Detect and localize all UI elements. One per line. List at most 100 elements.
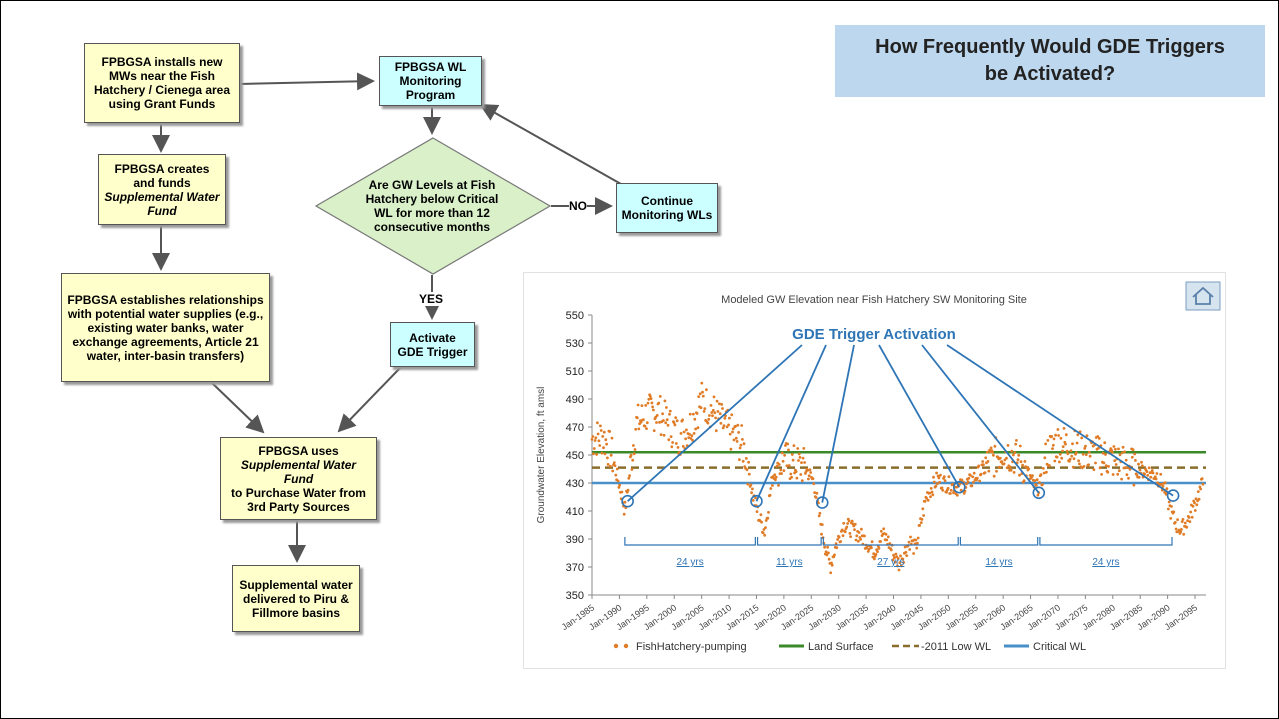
- data-point: [826, 545, 829, 549]
- data-point: [618, 483, 621, 487]
- data-point: [812, 482, 816, 486]
- data-point: [925, 497, 928, 500]
- data-point: [738, 446, 742, 450]
- data-point: [850, 519, 854, 523]
- data-point: [674, 416, 678, 419]
- data-point: [833, 553, 836, 557]
- data-point: [669, 435, 673, 438]
- data-point: [670, 445, 674, 449]
- annotation-pointer: [755, 344, 827, 502]
- data-point: [747, 460, 750, 464]
- y-tick-label: 510: [566, 366, 584, 378]
- data-point: [1015, 439, 1018, 442]
- data-point: [801, 456, 805, 460]
- data-point: [1173, 521, 1177, 524]
- data-point: [639, 420, 643, 424]
- data-point: [1012, 471, 1016, 474]
- data-point: [1043, 456, 1047, 460]
- data-point: [1055, 455, 1059, 459]
- data-point: [696, 426, 700, 430]
- data-point: [907, 540, 911, 544]
- data-point: [628, 474, 631, 478]
- data-point: [746, 482, 750, 486]
- data-point: [970, 484, 974, 488]
- data-point: [814, 496, 818, 499]
- home-icon: [1185, 281, 1221, 311]
- data-point: [731, 430, 734, 434]
- data-point: [899, 554, 902, 558]
- data-point: [1137, 462, 1140, 466]
- data-point: [779, 468, 783, 472]
- data-point: [672, 421, 676, 425]
- data-point: [646, 401, 650, 405]
- y-axis-label: Groundwater Elevation, ft amsl: [536, 387, 547, 524]
- data-point: [687, 436, 691, 439]
- data-point: [1150, 469, 1154, 472]
- data-point: [1038, 481, 1041, 484]
- data-point: [1196, 490, 1200, 493]
- data-point: [1159, 472, 1163, 476]
- data-point: [734, 424, 737, 428]
- data-point: [759, 513, 763, 517]
- data-point: [848, 532, 852, 535]
- data-point: [806, 468, 810, 472]
- data-point: [1146, 474, 1150, 477]
- box-relationships-text: FPBGSA establishes relationships with po…: [67, 292, 264, 363]
- data-point: [995, 469, 998, 473]
- data-point: [859, 538, 862, 541]
- data-point: [820, 532, 823, 536]
- data-point: [915, 546, 919, 550]
- data-point: [1163, 481, 1167, 484]
- data-point: [764, 526, 767, 529]
- data-point: [787, 448, 790, 452]
- annotation-pointer: [946, 344, 1174, 497]
- legend-label: Land Surface: [808, 641, 873, 653]
- data-point: [767, 511, 770, 514]
- y-tick-label: 530: [566, 338, 584, 350]
- trigger-marker: [750, 494, 763, 508]
- data-point: [706, 421, 710, 425]
- legend-label: Critical WL: [1033, 641, 1086, 653]
- data-point: [905, 554, 909, 557]
- box-water-delivered: Supplemental water delivered to Piru & F…: [232, 565, 360, 632]
- data-point: [600, 451, 604, 455]
- data-point: [807, 474, 811, 478]
- data-point: [1107, 465, 1110, 468]
- data-point: [929, 495, 932, 499]
- data-point: [1017, 453, 1021, 457]
- data-point: [713, 411, 717, 415]
- data-point: [982, 463, 985, 466]
- data-point: [1051, 443, 1055, 447]
- data-point: [623, 500, 627, 504]
- data-point: [839, 540, 843, 543]
- data-point: [800, 461, 803, 464]
- data-point: [843, 530, 847, 534]
- data-point: [926, 498, 930, 502]
- data-point: [730, 413, 734, 417]
- data-point: [637, 427, 641, 431]
- data-point: [1014, 442, 1018, 446]
- data-point: [718, 412, 722, 416]
- data-point: [731, 427, 735, 431]
- data-point: [681, 418, 684, 422]
- data-point: [830, 563, 834, 567]
- data-point: [943, 479, 947, 483]
- data-point: [992, 453, 995, 457]
- data-point: [609, 453, 613, 457]
- data-point: [596, 421, 599, 425]
- data-point: [837, 535, 841, 539]
- data-point: [813, 491, 816, 494]
- data-point: [784, 444, 787, 447]
- data-point: [1167, 500, 1171, 504]
- data-point: [998, 456, 1002, 460]
- data-point: [590, 438, 594, 441]
- span-label: 14 yrs: [985, 557, 1012, 568]
- decision-diamond: [314, 137, 552, 275]
- data-point: [879, 540, 882, 543]
- data-point: [790, 453, 794, 456]
- data-point: [1180, 520, 1184, 523]
- span-label: 11 yrs: [776, 557, 803, 568]
- data-point: [949, 492, 952, 495]
- data-point: [830, 561, 833, 565]
- data-point: [693, 417, 697, 421]
